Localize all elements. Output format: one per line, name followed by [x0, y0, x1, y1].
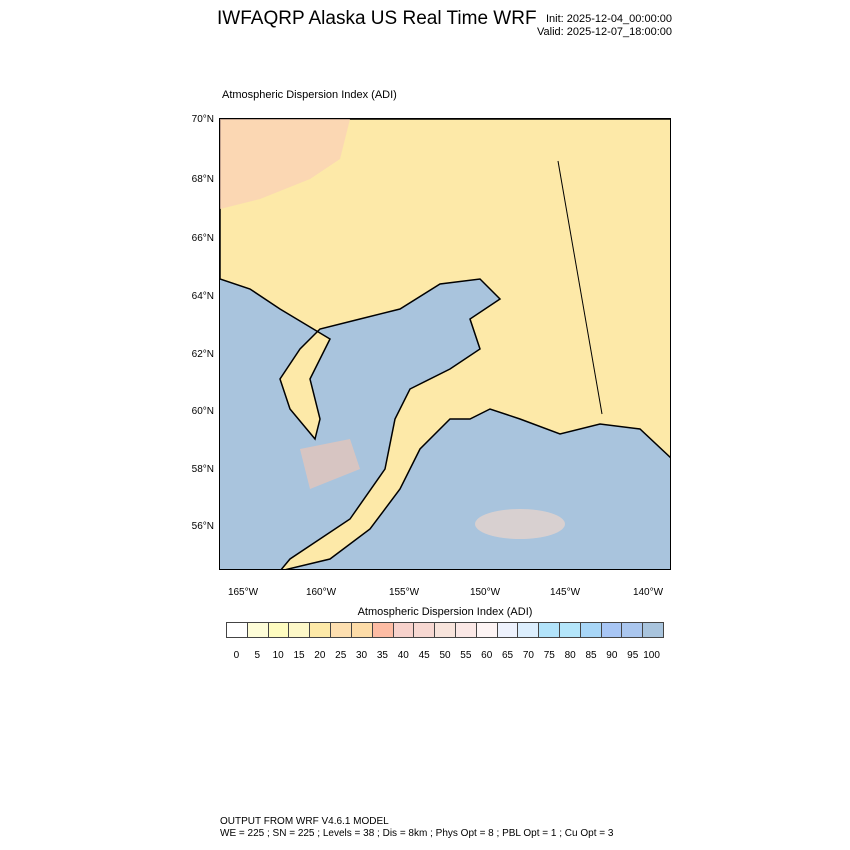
colorbar-box	[560, 623, 581, 637]
colorbar-box	[289, 623, 311, 637]
lon-label: 155°W	[388, 587, 420, 598]
colorbar-label: 35	[376, 650, 388, 661]
colorbar-box	[393, 623, 415, 637]
colorbar-box	[497, 623, 519, 637]
valid-time: Valid: 2025-12-07_18:00:00	[537, 26, 672, 38]
colorbar-box	[601, 623, 623, 637]
colorbar-box	[476, 623, 498, 637]
colorbar-label: 0	[233, 650, 240, 661]
lat-label: 68°N	[191, 174, 214, 185]
colorbar-label: 85	[585, 650, 597, 661]
colorbar-label: 65	[502, 650, 514, 661]
colorbar-label: 75	[543, 650, 555, 661]
offshore-region	[475, 509, 565, 539]
colorbar-label: 5	[254, 650, 261, 661]
colorbar-label: 55	[460, 650, 472, 661]
colorbar-label: 30	[356, 650, 368, 661]
colorbar-box	[539, 623, 560, 637]
colorbar-box	[351, 623, 373, 637]
colorbar-box	[455, 623, 477, 637]
colorbar-label: 45	[418, 650, 430, 661]
colorbar-label: 20	[314, 650, 326, 661]
colorbar-label: 10	[272, 650, 284, 661]
colorbar-box	[227, 623, 248, 637]
land-area	[220, 119, 670, 569]
lat-label: 64°N	[191, 291, 214, 302]
colorbar-box	[518, 623, 540, 637]
lat-label: 66°N	[191, 233, 214, 244]
colorbar-label: 70	[522, 650, 534, 661]
colorbar	[226, 622, 664, 638]
lat-label: 56°N	[191, 521, 214, 532]
colorbar-box	[372, 623, 394, 637]
lon-label: 140°W	[632, 587, 664, 598]
colorbar-label: 60	[481, 650, 493, 661]
lon-label: 145°W	[549, 587, 581, 598]
colorbar-title: Atmospheric Dispersion Index (ADI)	[357, 606, 533, 618]
lat-label: 60°N	[191, 406, 214, 417]
colorbar-label: 40	[397, 650, 409, 661]
lat-label: 58°N	[191, 464, 214, 475]
colorbar-label: 15	[293, 650, 305, 661]
lon-label: 150°W	[469, 587, 501, 598]
colorbar-box	[580, 623, 602, 637]
lon-label: 160°W	[305, 587, 337, 598]
lat-label: 62°N	[191, 349, 214, 360]
colorbar-label: 50	[439, 650, 451, 661]
colorbar-label: 80	[564, 650, 576, 661]
adi-map	[219, 118, 671, 570]
border-line	[557, 160, 603, 415]
colorbar-box	[247, 623, 269, 637]
lat-label: 70°N	[191, 114, 214, 125]
footer-model: OUTPUT FROM WRF V4.6.1 MODEL	[220, 816, 389, 827]
colorbar-box	[268, 623, 290, 637]
footer-params: WE = 225 ; SN = 225 ; Levels = 38 ; Dis …	[220, 828, 614, 839]
high-adi-region	[220, 119, 350, 209]
plot-title: IWFAQRP Alaska US Real Time WRF	[217, 8, 537, 29]
lon-label: 165°W	[227, 587, 259, 598]
colorbar-box	[331, 623, 352, 637]
colorbar-label: 100	[643, 650, 660, 661]
high-adi-region	[300, 439, 360, 489]
colorbar-box	[435, 623, 456, 637]
colorbar-box	[310, 623, 332, 637]
colorbar-label: 25	[335, 650, 347, 661]
colorbar-label: 95	[627, 650, 639, 661]
colorbar-box	[643, 623, 664, 637]
colorbar-box	[414, 623, 436, 637]
colorbar-label: 90	[606, 650, 618, 661]
init-time: Init: 2025-12-04_00:00:00	[546, 13, 672, 25]
map-subtitle: Atmospheric Dispersion Index (ADI)	[222, 89, 397, 101]
map-svg	[220, 119, 670, 569]
colorbar-box	[622, 623, 644, 637]
